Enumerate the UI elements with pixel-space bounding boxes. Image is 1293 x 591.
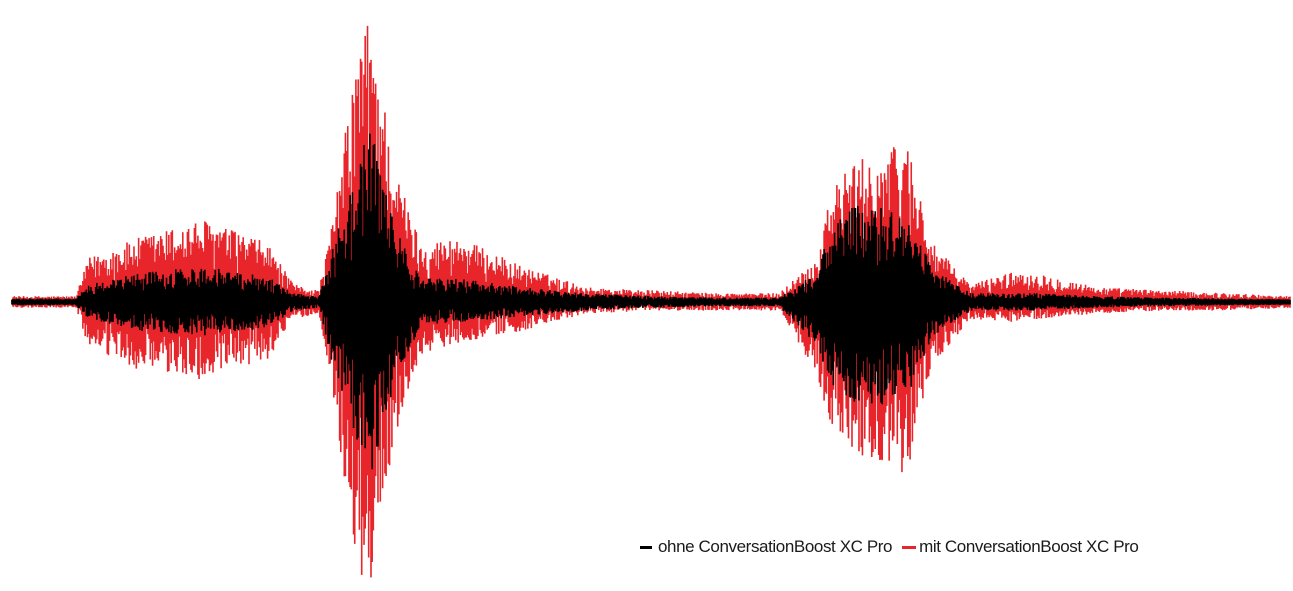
legend: ohne ConversationBoost XC Pro mit Conver…: [640, 537, 1139, 557]
legend-item-mit: mit ConversationBoost XC Pro: [902, 537, 1139, 557]
legend-label-ohne: ohne ConversationBoost XC Pro: [658, 537, 893, 556]
legend-swatch-ohne: [640, 545, 652, 549]
series-layer: [11, 25, 1291, 578]
legend-label-mit: mit ConversationBoost XC Pro: [919, 537, 1139, 556]
legend-swatch-mit: [902, 545, 917, 549]
legend-item-ohne: ohne ConversationBoost XC Pro: [640, 537, 893, 557]
